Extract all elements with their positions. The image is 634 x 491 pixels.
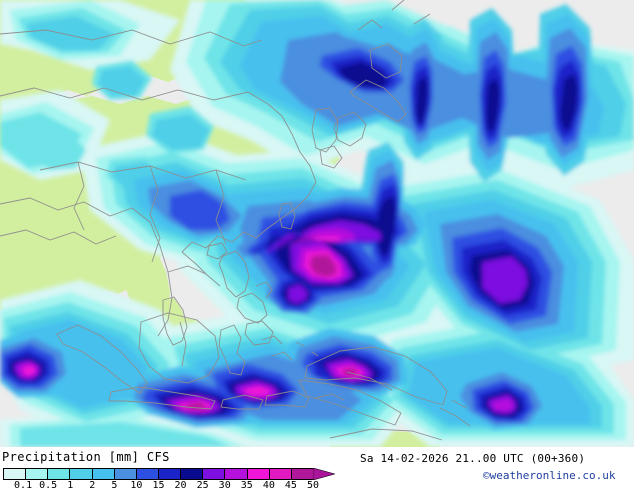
- colorbar-swatch: [247, 469, 270, 479]
- colorbar-swatches: [3, 468, 314, 480]
- map-title: Precipitation [mm] CFS: [2, 450, 170, 464]
- colorbar-tick: 2: [89, 480, 96, 491]
- colorbar-swatch: [26, 469, 49, 479]
- colorbar-tick: 5: [111, 480, 118, 491]
- colorbar-swatch: [158, 469, 182, 479]
- precipitation-colorbar[interactable]: 0.1 0.5 1 2 5 10 15 20 25 30 35 40 45 50: [3, 468, 335, 491]
- forecast-valid-time: Sa 14-02-2026 21..00 UTC (00+360): [360, 452, 586, 465]
- colorbar-swatch: [70, 469, 93, 479]
- colorbar-tick: 45: [284, 480, 297, 491]
- colorbar-tick: 20: [174, 480, 187, 491]
- precipitation-map[interactable]: [0, 0, 634, 447]
- colorbar-swatch: [291, 469, 313, 479]
- colorbar-swatch: [48, 469, 71, 479]
- colorbar-swatch: [203, 469, 226, 479]
- colorbar-tick: 35: [240, 480, 253, 491]
- copyright-label: ©weatheronline.co.uk: [483, 469, 616, 482]
- colorbar-swatch: [181, 469, 204, 479]
- map-canvas: [0, 0, 634, 447]
- colorbar-tick-labels: 0.1 0.5 1 2 5 10 15 20 25 30 35 40 45 50: [3, 480, 333, 491]
- colorbar-swatch: [269, 469, 292, 479]
- colorbar-tick: 0.5: [39, 480, 58, 491]
- colorbar-tick: 0.1: [14, 480, 33, 491]
- colorbar-swatch: [225, 469, 248, 479]
- colorbar-tick: 15: [152, 480, 165, 491]
- colorbar-overflow-arrow: [313, 468, 335, 480]
- colorbar-swatch: [114, 469, 137, 479]
- colorbar-swatch: [136, 469, 159, 479]
- colorbar-swatch: [92, 469, 115, 479]
- country-borders: [0, 0, 471, 441]
- precipitation-field: [0, 0, 634, 447]
- colorbar-tick: 1: [67, 480, 74, 491]
- map-footer: Precipitation [mm] CFS Sa 14-02-2026 21.…: [0, 447, 634, 491]
- colorbar-tick: 40: [262, 480, 275, 491]
- colorbar-tick: 30: [218, 480, 231, 491]
- colorbar-tick: 10: [130, 480, 143, 491]
- colorbar-tick: 25: [196, 480, 209, 491]
- colorbar-tick: 50: [306, 480, 320, 491]
- colorbar-swatch: [4, 469, 27, 479]
